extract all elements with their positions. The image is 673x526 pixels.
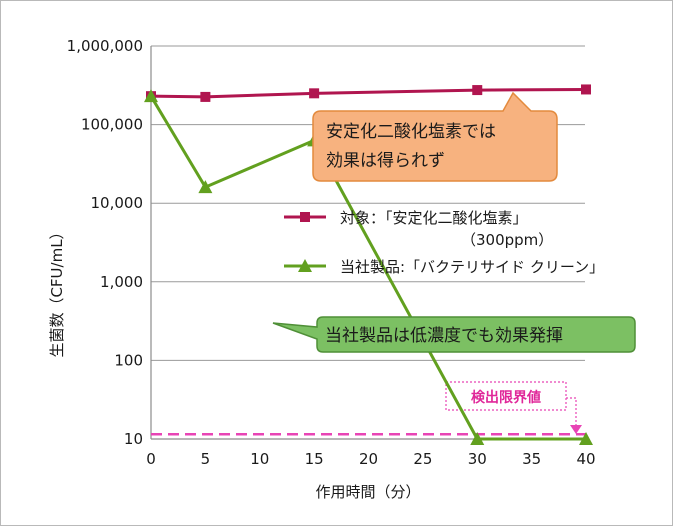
y-tick-label: 10,000 — [91, 194, 144, 212]
data-point-square — [200, 91, 211, 102]
x-axis-label: 作用時間（分） — [315, 483, 420, 501]
data-point-triangle — [144, 89, 158, 103]
callout-effective-text: 当社製品は低濃度でも効果発揮 — [325, 326, 563, 346]
callout-ineffective-line1: 安定化二酸化塩素では — [326, 122, 496, 142]
series-target — [146, 84, 591, 102]
callout-ineffective: 安定化二酸化塩素では 効果は得られず — [312, 91, 558, 182]
legend-item-product: 当社製品:「バクテリサイド クリーン」 — [284, 258, 604, 276]
legend: 対象：「安定化二酸化塩素」 （300ppm） 当社製品:「バクテリサイド クリー… — [284, 209, 604, 276]
x-tick-label: 5 — [201, 450, 211, 468]
detection-limit: 検出限界値 — [151, 381, 586, 436]
x-tick-label: 10 — [250, 450, 269, 468]
callout-effective: 当社製品は低濃度でも効果発揮 — [272, 316, 636, 353]
data-point-square — [581, 84, 591, 95]
x-tick-label: 15 — [305, 450, 324, 468]
detection-limit-label-box — [445, 381, 567, 411]
y-axis-label: 生菌数（CFU/mL） — [48, 224, 66, 357]
series-line — [150, 87, 587, 99]
legend-swatch-target-marker — [300, 212, 310, 222]
legend-item-target: 対象：「安定化二酸化塩素」 （300ppm） — [284, 209, 553, 249]
legend-label-product: 当社製品:「バクテリサイド クリーン」 — [340, 258, 604, 276]
legend-label-target-line1: 対象：「安定化二酸化塩素」 — [340, 209, 528, 227]
x-tick-label: 40 — [576, 450, 595, 468]
data-point-triangle — [198, 180, 213, 194]
legend-swatch-product-marker — [298, 259, 312, 272]
x-tick-label: 25 — [413, 450, 432, 468]
y-tick-label: 1,000,000 — [67, 37, 143, 55]
y-tick-label: 1,000 — [100, 273, 143, 291]
x-tick-label: 30 — [468, 450, 487, 468]
data-point-triangle — [470, 432, 485, 445]
callout-ineffective-line2: 効果は得られず — [326, 151, 445, 171]
y-tick-label: 10 — [124, 430, 143, 448]
x-tick-labels: 0 5 10 15 20 25 30 35 40 — [146, 450, 595, 468]
callout-ineffective-bubble — [312, 91, 558, 182]
legend-label-target-line2: （300ppm） — [461, 231, 553, 249]
data-point-square — [472, 85, 483, 96]
y-tick-labels: 10 100 1,000 10,000 100,000 1,000,000 — [67, 37, 143, 448]
y-tick-label: 100,000 — [81, 116, 143, 134]
y-tick-label: 100 — [114, 351, 143, 369]
data-point-triangle — [579, 432, 593, 445]
detection-limit-arrowhead — [570, 425, 582, 434]
detection-limit-pointer — [566, 397, 577, 426]
x-tick-label: 20 — [359, 450, 378, 468]
detection-limit-label: 検出限界値 — [471, 389, 541, 406]
callout-effective-bubble — [272, 316, 636, 353]
x-tick-label: 35 — [522, 450, 541, 468]
x-tick-label: 0 — [146, 450, 156, 468]
data-point-square — [309, 88, 320, 99]
